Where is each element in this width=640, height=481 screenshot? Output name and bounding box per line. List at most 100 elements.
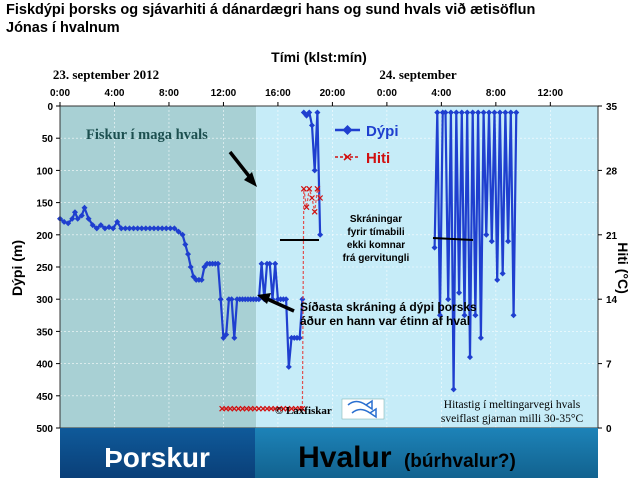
x-tick-label-7: 4:00: [431, 88, 451, 99]
series-0-point-0-45: [217, 296, 224, 303]
series-0-point-0-60: [258, 260, 265, 267]
series-0-point-0-14: [110, 225, 117, 232]
series-0-point-0-74: [296, 334, 303, 341]
series-1-point-0-25: [311, 208, 318, 215]
gap-note-line-2: fyrir tímabili: [347, 227, 404, 238]
series-0-point-0-4: [71, 209, 78, 216]
whale-band: [255, 428, 598, 478]
series-1-point-0-23: [306, 185, 313, 192]
series-0-point-2-23: [494, 276, 501, 283]
series-0-point-2-30: [513, 109, 520, 116]
arrow-fish-in-whale: [228, 150, 257, 187]
legend: Dýpi Hiti: [335, 123, 399, 167]
series-0-point-0-63: [266, 260, 273, 267]
series-0-point-2-17: [477, 334, 484, 341]
cod-band-label: Þorskur: [104, 442, 210, 473]
gap-note-line-1: Skráningar: [350, 214, 402, 225]
x-tick-label-5: 20:00: [320, 88, 346, 99]
title-line-2: Jónas í hvalnum: [6, 20, 120, 36]
series-0-point-0-49: [228, 296, 235, 303]
series-1-point-0-27: [317, 195, 324, 201]
series-0-point-2-7: [450, 386, 457, 393]
series-0-point-0-8: [85, 215, 92, 222]
series-0-point-0-24: [150, 225, 157, 232]
y2-tick-label-3: 21: [606, 231, 618, 242]
series-0-point-2-29: [510, 312, 517, 319]
series-0-point-1-5: [314, 109, 321, 116]
gap-note-line-4: frá gervitungli: [343, 253, 410, 264]
legend-depth-label: Dýpi: [366, 123, 399, 140]
y2-tick-label-5: 35: [606, 102, 618, 113]
series-0-point-0-2: [65, 220, 72, 227]
x-tick-label-9: 12:00: [538, 88, 564, 99]
series-0-point-0-65: [272, 260, 279, 267]
series-0-point-0-34: [187, 264, 194, 270]
series-0-point-0-28: [167, 225, 174, 232]
series-0-point-0-7: [81, 204, 88, 211]
series-0-point-0-31: [179, 231, 186, 238]
series-1-point-0-21: [300, 185, 307, 192]
y-tick-label-10: 500: [36, 424, 53, 435]
whale-band-sub: (búrhvalur?): [404, 451, 516, 472]
y-tick-label-0: 0: [47, 102, 53, 113]
series-0-point-2-28: [507, 109, 514, 116]
annotation-last-record-1: Síðasta skráning á dýpi þorsks: [300, 300, 477, 314]
series-0-point-0-27: [163, 225, 170, 232]
series-0-point-0-26: [159, 225, 166, 232]
series-0-point-2-27: [505, 238, 512, 245]
series-0-point-2-22: [491, 109, 498, 116]
series-0-point-0-30: [175, 228, 182, 235]
annotation-last-record-2: áður en hann var étinn af hval: [300, 314, 470, 328]
series-0-point-0-11: [97, 222, 104, 229]
whale-temp-note-1: Hitastig í meltingarvegi hvals: [444, 399, 581, 411]
series-0-point-2-24: [496, 109, 503, 116]
series-0-point-2-10: [458, 109, 465, 116]
y-tick-label-9: 450: [36, 392, 53, 403]
series-0-point-0-32: [182, 241, 189, 248]
series-0-point-2-21: [488, 238, 495, 245]
series-0-point-2-15: [472, 312, 479, 319]
y-tick-label-2: 100: [36, 166, 53, 177]
series-0-point-2-13: [466, 354, 473, 361]
series-0-point-0-38: [198, 276, 205, 283]
y-tick-label-3: 150: [36, 199, 53, 210]
series-0-point-0-23: [146, 225, 153, 232]
series-0-point-1-2: [306, 109, 313, 116]
x-tick-label-3: 12:00: [211, 88, 237, 99]
series-0-point-2-1: [434, 109, 441, 116]
series-0-point-0-5: [74, 215, 81, 222]
series-0-point-1-4: [311, 167, 318, 174]
x-tick-label-8: 8:00: [486, 88, 506, 99]
series-0-point-2-9: [456, 289, 463, 296]
series-0-point-2-0: [431, 244, 438, 251]
series-0-point-0-22: [142, 225, 149, 232]
y-tick-label-1: 50: [42, 134, 54, 145]
series-0-point-0-15: [114, 218, 121, 225]
whale-temp-note-2: sveiflast gjarnan milli 30-35°C: [441, 413, 584, 425]
copyright-label: © Laxfiskar: [275, 405, 332, 417]
series-0-point-0-21: [138, 225, 145, 232]
series-0-point-0-25: [155, 225, 162, 232]
series-1-point-0-20: [299, 405, 306, 412]
y2-tick-label-0: 0: [606, 424, 612, 435]
series-0-point-0-16: [118, 225, 125, 232]
x-tick-label-0: 0:00: [50, 88, 70, 99]
series-0-point-2-5: [445, 296, 452, 303]
series-1-point-0-26: [314, 185, 321, 192]
legend-depth-marker: [342, 125, 353, 135]
legend-temp-marker: [343, 153, 352, 161]
series-0-point-0-3: [69, 215, 76, 222]
series-0-point-0-33: [185, 251, 192, 258]
date-label-2: 24. september: [379, 67, 456, 82]
y2-tick-label-1: 7: [606, 360, 612, 371]
title-line-1: Fiskdýpi þorsks og sjávarhiti á dánardæg…: [6, 2, 536, 18]
y2-tick-label-4: 28: [606, 166, 618, 177]
series-0-point-2-11: [461, 312, 468, 319]
x-tick-label-6: 0:00: [377, 88, 397, 99]
gap-note: Skráningar fyrir tímabili ekki komnar fr…: [280, 214, 474, 264]
series-0-point-1-6: [317, 231, 324, 238]
y-axis-title: Dýpi (m): [9, 240, 25, 296]
whale-band-label: Hvalur (búrhvalur?): [298, 441, 516, 474]
series-0-point-0-29: [171, 225, 178, 232]
y-tick-label-4: 200: [36, 231, 53, 242]
